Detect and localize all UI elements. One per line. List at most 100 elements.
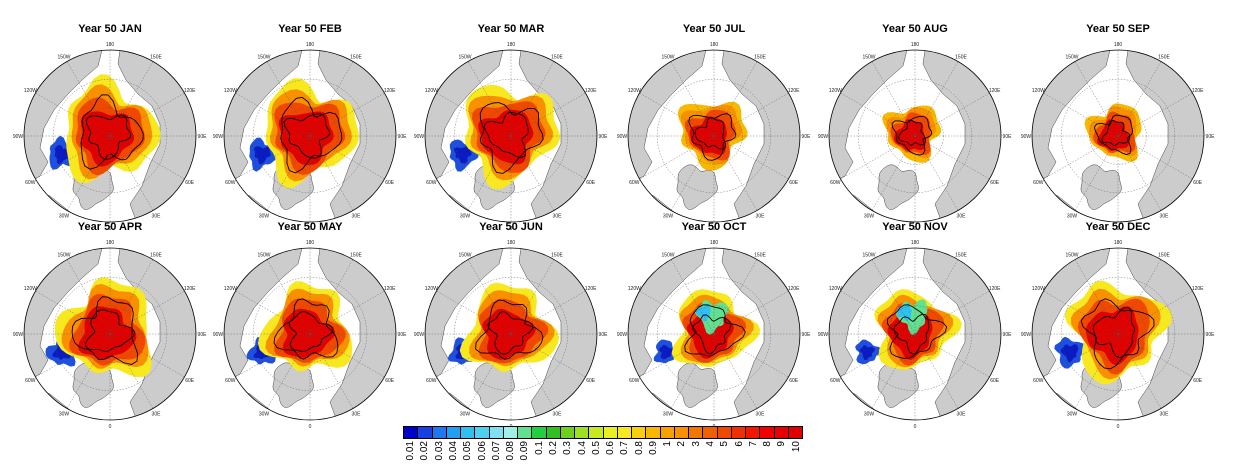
panel-title: Year 50 NOV [882,221,948,233]
colorbar-label-cell: 0.2 [546,439,560,473]
longitude-label: 150E [551,54,563,60]
thickness-contour [694,117,726,150]
meridian-line [109,61,154,137]
longitude-label: 90W [818,332,829,338]
longitude-label: 60E [789,180,799,186]
colorbar-label: 0.5 [590,441,602,455]
colorbar-swatch [475,427,490,438]
longitude-label: 60E [586,378,596,384]
thickness-contour [1101,120,1131,146]
colorbar-label-cell: 0.8 [632,439,646,473]
longitude-label: 30E [957,412,967,418]
meridian-line [436,333,512,378]
colorbar-label: 0.03 [433,441,445,461]
meridian-line [713,290,789,335]
meridian-line [309,333,354,409]
colorbar-label-cell: 0.7 [617,439,631,473]
ice-thin [695,303,711,322]
meridian-line [1117,135,1162,211]
meridian-line [1074,135,1119,211]
colorbar-label: 10 [790,441,802,453]
meridian-line [871,135,916,211]
longitude-label: 150E [955,54,967,60]
colorbar-swatch [703,427,718,438]
meridian-line [840,135,916,180]
map-border [828,49,1002,223]
longitude-label: 150W [1065,54,1078,60]
latitude-circle [454,79,568,193]
colorbar-label: 0.07 [490,441,502,461]
longitude-label: 180 [507,240,516,246]
colorbar-label: 0.06 [476,441,488,461]
longitude-label: 0 [914,424,917,430]
colorbar-label: 0.01 [405,441,417,461]
longitude-label: 150W [57,252,70,258]
longitude-label: 180 [507,42,516,48]
meridian-line [871,259,916,335]
longitude-label: 60E [990,180,1000,186]
longitude-label: 150E [150,54,162,60]
map-panel: Year 50 DEC 180 150E 120E 90E 60E 30E 0 30W 60W 90… [1018,220,1218,442]
meridian-line [66,135,111,211]
longitude-label: 30W [59,214,70,220]
longitude-label: 90E [398,134,408,140]
meridian-line [436,290,512,335]
colorbar-swatch [760,427,775,438]
colorbar-label-cell: 0.03 [432,439,446,473]
meridian-line [1117,333,1193,378]
meridian-line [510,333,555,409]
longitude-label: 60W [25,378,36,384]
longitude-label: 90E [802,332,812,338]
colorbar-label: 0.6 [605,441,617,455]
map-panel: Year 50 SEP 180 150E 120E 90E 60E 30E 0 30W 60W 90… [1018,22,1218,244]
colorbar-label-cell: 7 [746,439,760,473]
panel-title: Year 50 JAN [78,23,142,35]
colorbar-swatch [689,427,704,438]
meridian-line [66,333,111,409]
latitude-circle [454,277,568,391]
longitude-label: 60E [385,180,395,186]
longitude-label: 120E [585,88,597,94]
panel-title: Year 50 JUL [682,23,746,35]
panel-title: Year 50 MAR [477,23,545,35]
longitude-label: 90W [414,134,425,140]
meridian-line [235,92,311,137]
meridian-line [510,61,555,137]
longitude-label: 90E [599,332,609,338]
map-border [424,247,598,421]
thickness-contour [84,309,136,353]
thickness-contour [487,311,534,355]
map-border [627,49,801,223]
colorbar-label: 7 [747,441,759,447]
meridian-line [309,259,354,335]
longitude-label: 90E [198,134,208,140]
longitude-label: 60W [629,378,640,384]
colorbar-label: 0.05 [462,441,474,461]
longitude-label: 120E [1192,286,1204,292]
colorbar-label-cell: 6 [731,439,745,473]
meridian-line [1117,135,1193,180]
longitude-label: 120W [425,286,438,292]
meridian-line [510,333,586,378]
colorbar-label: 0.09 [519,441,531,461]
meridian-line [670,61,715,137]
colorbar-swatch [717,427,732,438]
meridian-line [66,259,111,335]
latitude-circle [858,79,972,193]
longitude-label: 150E [551,252,563,258]
meridian-line [1117,61,1162,137]
latitude-circle [657,277,771,391]
meridian-line [639,290,715,335]
latitude-circle [1061,79,1175,193]
colorbar-swatch [404,427,419,438]
longitude-label: 150W [862,54,875,60]
thickness-contour [692,314,732,355]
longitude-label: 150E [1158,54,1170,60]
meridian-line [713,135,789,180]
ice-hudson-core [453,146,472,164]
meridian-line [713,61,758,137]
thickness-contour [1094,114,1134,156]
